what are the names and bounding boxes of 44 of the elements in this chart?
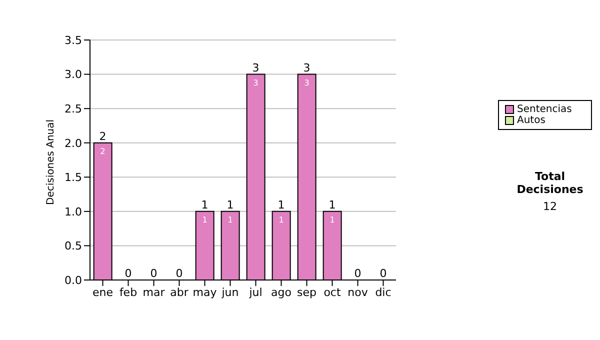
- x-tick-label: jul: [248, 286, 262, 299]
- legend-label: Autos: [517, 115, 546, 126]
- data-label: 1: [202, 215, 208, 224]
- data-label: 3: [304, 78, 310, 88]
- data-label: 1: [228, 215, 233, 224]
- y-axis-title: Decisiones Anual: [46, 119, 57, 205]
- y-tick-label: 3.0: [64, 68, 82, 82]
- x-tick-label: abr: [170, 286, 189, 299]
- y-tick-label: 0.5: [64, 240, 82, 253]
- x-tick-label: may: [192, 286, 218, 299]
- y-tick-label: 2.0: [64, 136, 82, 150]
- x-tick-label: sep: [297, 286, 317, 299]
- total-label: 0: [176, 267, 183, 280]
- data-label: 1: [330, 215, 335, 224]
- x-tick-label: dic: [375, 286, 392, 299]
- total-label: 1: [328, 198, 336, 212]
- data-label: 1: [278, 215, 284, 224]
- x-tick-label: jun: [220, 286, 239, 299]
- data-label: 3: [253, 78, 258, 88]
- total-label: 0: [354, 267, 362, 280]
- legend-label: Sentencias: [517, 104, 572, 115]
- total-label: 0: [380, 267, 387, 280]
- total-label: 3: [303, 61, 310, 74]
- x-tick-label: ago: [271, 286, 292, 299]
- x-tick-label: feb: [119, 286, 138, 299]
- y-tick-label: 1.5: [64, 171, 82, 184]
- data-label: 2: [100, 146, 106, 156]
- total-label: 0: [124, 267, 132, 280]
- y-tick-label: 1.0: [64, 205, 82, 218]
- total-label: 1: [201, 198, 208, 212]
- total-label: 3: [252, 61, 260, 74]
- y-tick-label: 0.0: [64, 274, 82, 287]
- total-label: 0: [150, 267, 158, 280]
- x-tick-label: oct: [324, 286, 342, 299]
- total-label: 1: [278, 198, 285, 212]
- total-label: 2: [99, 130, 106, 143]
- y-tick-label: 2.5: [64, 102, 82, 116]
- total-label: 1: [226, 198, 234, 212]
- text: 12: [542, 200, 558, 213]
- x-tick-label: nov: [348, 286, 368, 299]
- text: Total Decisiones: [516, 170, 584, 196]
- x-tick-label: ene: [92, 286, 114, 299]
- y-tick-label: 3.5: [64, 34, 82, 47]
- x-tick-label: mar: [142, 286, 166, 299]
